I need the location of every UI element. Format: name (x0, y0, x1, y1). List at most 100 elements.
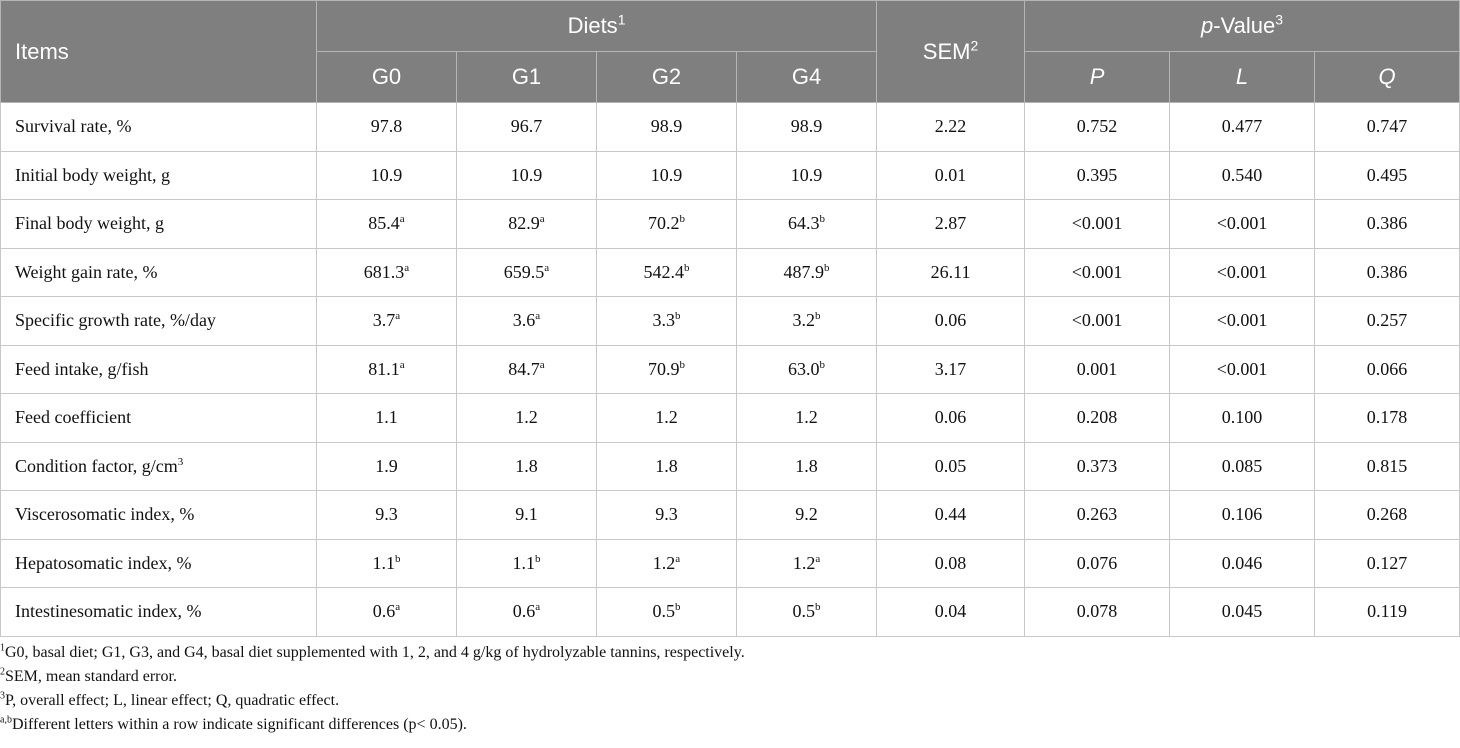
significance-letter: a (539, 213, 545, 226)
significance-letter: a (404, 261, 410, 274)
header-items-label: Items (15, 38, 69, 64)
cell-value: 3.7 (372, 310, 396, 331)
cell-diet-g2: 542.4b (596, 247, 737, 297)
cell-value: 0.5 (792, 601, 816, 622)
significance-letter: a (675, 552, 681, 565)
cell-value: 487.9 (783, 261, 825, 282)
cell-sem: 26.11 (876, 247, 1026, 297)
cell-diet-g4: 1.2a (735, 538, 878, 588)
cell-diet-g4: 98.9 (735, 102, 878, 152)
cell-value: 10.9 (650, 164, 683, 185)
row-label-text: Weight gain rate, % (15, 261, 158, 282)
header-items: Items (0, 0, 317, 103)
cell-p-overall: <0.001 (1024, 199, 1171, 249)
significance-letter: b (675, 601, 681, 614)
cell-value: 9.1 (515, 504, 538, 525)
cell-value: 1.2 (792, 552, 816, 573)
row-label-text: Feed intake, g/fish (15, 358, 149, 379)
row-label: Viscerosomatic index, % (0, 490, 317, 540)
cell-sem: 2.22 (876, 102, 1026, 152)
cell-value: 1.1 (372, 552, 396, 573)
cell-p-quadratic: 0.386 (1314, 199, 1460, 249)
cell-value: 10.9 (370, 164, 403, 185)
cell-p-linear: 0.046 (1169, 538, 1316, 588)
footnote: a,bDifferent letters within a row indica… (0, 713, 1460, 737)
cell-diet-g1: 659.5a (456, 247, 597, 297)
cell-value: 82.9 (508, 213, 540, 234)
cell-p-quadratic: 0.815 (1314, 441, 1460, 491)
cell-diet-g1: 0.6a (456, 587, 597, 637)
cell-value: 0.5 (652, 601, 676, 622)
cell-p-quadratic: 0.257 (1314, 296, 1460, 346)
table-body: Survival rate, % 97.8 96.7 98.9 98.9 2.22 0.75… (0, 102, 1460, 637)
significance-letter: b (819, 213, 826, 226)
table-row: Feed coefficient 1.1 1.2 1.2 1.2 0.06 0.208 0.1… (0, 393, 1460, 443)
significance-letter: b (684, 261, 690, 274)
cell-diet-g0: 1.9 (316, 441, 457, 491)
cell-diet-g0: 681.3a (316, 247, 457, 297)
cell-p-linear: 0.477 (1169, 102, 1316, 152)
cell-p-linear: 0.100 (1169, 393, 1316, 443)
cell-p-quadratic: 0.119 (1314, 587, 1460, 637)
cell-diet-g1: 10.9 (456, 150, 597, 200)
header-pvalue-label: -Value (1213, 13, 1276, 38)
cell-p-linear: 0.540 (1169, 150, 1316, 200)
cell-p-overall: 0.395 (1024, 150, 1171, 200)
significance-letter: a (399, 358, 405, 371)
significance-letter: a (395, 310, 401, 323)
cell-p-linear: 0.045 (1169, 587, 1316, 637)
cell-diet-g1: 1.2 (456, 393, 597, 443)
cell-diet-g0: 0.6a (316, 587, 457, 637)
cell-sem: 0.06 (876, 296, 1026, 346)
header-p-quadratic-label: Q (1378, 64, 1396, 89)
table-row: Weight gain rate, % 681.3a 659.5a 542.4b 487… (0, 247, 1460, 297)
cell-diet-g2: 10.9 (596, 150, 737, 200)
cell-value: 85.4 (368, 213, 400, 234)
row-label: Condition factor, g/cm3 (0, 441, 317, 491)
cell-diet-g2: 98.9 (596, 102, 737, 152)
footnote-text: P, overall effect; L, linear effect; Q, … (5, 691, 340, 709)
cell-value: 10.9 (510, 164, 543, 185)
row-label-text: Survival rate, % (15, 116, 132, 137)
footnote-mark: 1 (0, 642, 5, 654)
cell-diet-g1: 96.7 (456, 102, 597, 152)
cell-value: 63.0 (788, 358, 820, 379)
significance-letter: a (815, 552, 821, 565)
significance-letter: a (399, 213, 405, 226)
cell-diet-g1: 1.1b (456, 538, 597, 588)
row-label: Hepatosomatic index, % (0, 538, 317, 588)
cell-value: 70.2 (648, 213, 680, 234)
row-label: Feed intake, g/fish (0, 344, 317, 394)
header-group-g4: G4 (735, 51, 878, 103)
cell-p-linear: <0.001 (1169, 247, 1316, 297)
cell-diet-g0: 1.1 (316, 393, 457, 443)
table-row: Final body weight, g 85.4a 82.9a 70.2b 64.3b… (0, 199, 1460, 249)
cell-value: 1.2 (795, 407, 818, 428)
significance-letter: b (819, 358, 826, 371)
header-p-overall-label: P (1089, 64, 1105, 89)
row-label: Final body weight, g (0, 199, 317, 249)
cell-value: 542.4 (643, 261, 685, 282)
row-label-superscript: 3 (177, 455, 184, 468)
header-sem-footnote-mark: 2 (970, 37, 979, 54)
row-label: Specific growth rate, %/day (0, 296, 317, 346)
footnote: 3P, overall effect; L, linear effect; Q,… (0, 689, 1460, 713)
significance-letter: a (539, 358, 545, 371)
row-label-text: Feed coefficient (15, 407, 132, 428)
row-label: Weight gain rate, % (0, 247, 317, 297)
cell-p-overall: 0.076 (1024, 538, 1171, 588)
cell-value: 1.8 (655, 455, 678, 476)
cell-diet-g2: 0.5b (596, 587, 737, 637)
cell-p-overall: 0.001 (1024, 344, 1171, 394)
cell-value: 98.9 (650, 116, 683, 137)
cell-value: 0.6 (372, 601, 396, 622)
cell-diet-g4: 64.3b (735, 199, 878, 249)
cell-p-quadratic: 0.747 (1314, 102, 1460, 152)
cell-value: 9.2 (795, 504, 818, 525)
cell-value: 1.8 (795, 455, 818, 476)
cell-diet-g4: 1.8 (735, 441, 878, 491)
row-label-text: Hepatosomatic index, % (15, 552, 192, 573)
row-label-text: Condition factor, g/cm (15, 455, 178, 476)
row-label: Survival rate, % (0, 102, 317, 152)
row-label: Feed coefficient (0, 393, 317, 443)
